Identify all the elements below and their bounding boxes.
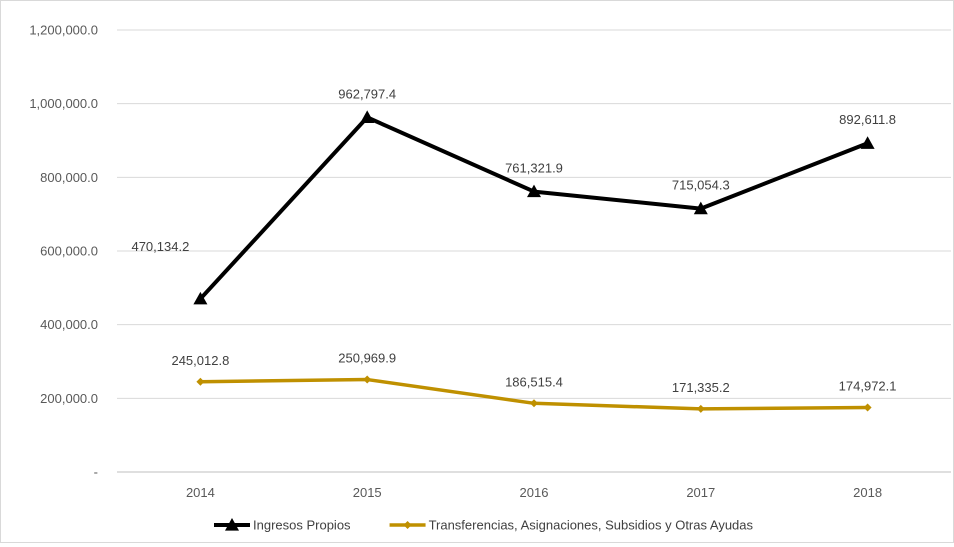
data-point-marker [363,375,372,384]
data-label: 171,335.2 [672,380,730,395]
legend-item: Ingresos Propios [214,518,351,533]
series-line [198,115,869,301]
y-axis-ticks: - 200,000.0 400,000.0 600,000.0 800,000.0 1,0… [29,23,98,480]
x-tick-label: 2017 [686,485,715,500]
y-tick-label: 1,200,000.0 [29,23,98,38]
data-point-marker [693,201,708,215]
y-tick-label: - [94,465,98,480]
data-label: 250,969.9 [338,351,396,366]
data-point-marker [527,184,541,198]
x-tick-label: 2018 [853,485,882,500]
x-tick-label: 2014 [186,485,215,500]
data-label: 761,321.9 [505,161,563,176]
x-tick-label: 2015 [353,485,382,500]
data-label: 715,054.3 [672,178,730,193]
data-label: 186,515.4 [505,374,563,389]
y-tick-label: 200,000.0 [40,391,98,406]
legend-marker [225,518,239,531]
series-transferencias [196,375,872,413]
data-label: 174,972.1 [839,379,897,394]
legend-marker [403,521,412,529]
data-point-marker [196,377,205,386]
data-point-marker [860,136,875,149]
legend-label: Ingresos Propios [253,518,351,533]
data-point-marker [530,399,538,408]
legend-item: Transferencias, Asignaciones, Subsidios … [389,518,754,533]
data-point-marker [360,110,375,123]
y-tick-label: 400,000.0 [40,317,98,332]
legend-label: Transferencias, Asignaciones, Subsidios … [429,518,754,533]
x-tick-label: 2016 [520,485,549,500]
series [193,110,875,413]
gridlines [117,29,951,473]
series-ingresos-propios [193,110,875,305]
data-label: 470,134.2 [131,239,189,254]
data-label: 962,797.4 [338,86,396,101]
y-tick-label: 1,000,000.0 [29,96,98,111]
legend: Ingresos Propios Transferencias, Asignaci… [214,518,754,533]
data-labels: 470,134.2 962,797.4 761,321.9 715,054.3 892,… [131,86,896,395]
data-label: 245,012.8 [171,353,229,368]
y-tick-label: 600,000.0 [40,244,98,259]
data-point-marker [193,291,208,305]
data-point-marker [696,404,705,413]
data-label: 892,611.8 [839,112,896,127]
x-axis-ticks: 2014 2015 2016 2017 2018 [186,485,882,500]
y-tick-label: 800,000.0 [40,170,98,185]
data-point-marker [863,403,872,412]
